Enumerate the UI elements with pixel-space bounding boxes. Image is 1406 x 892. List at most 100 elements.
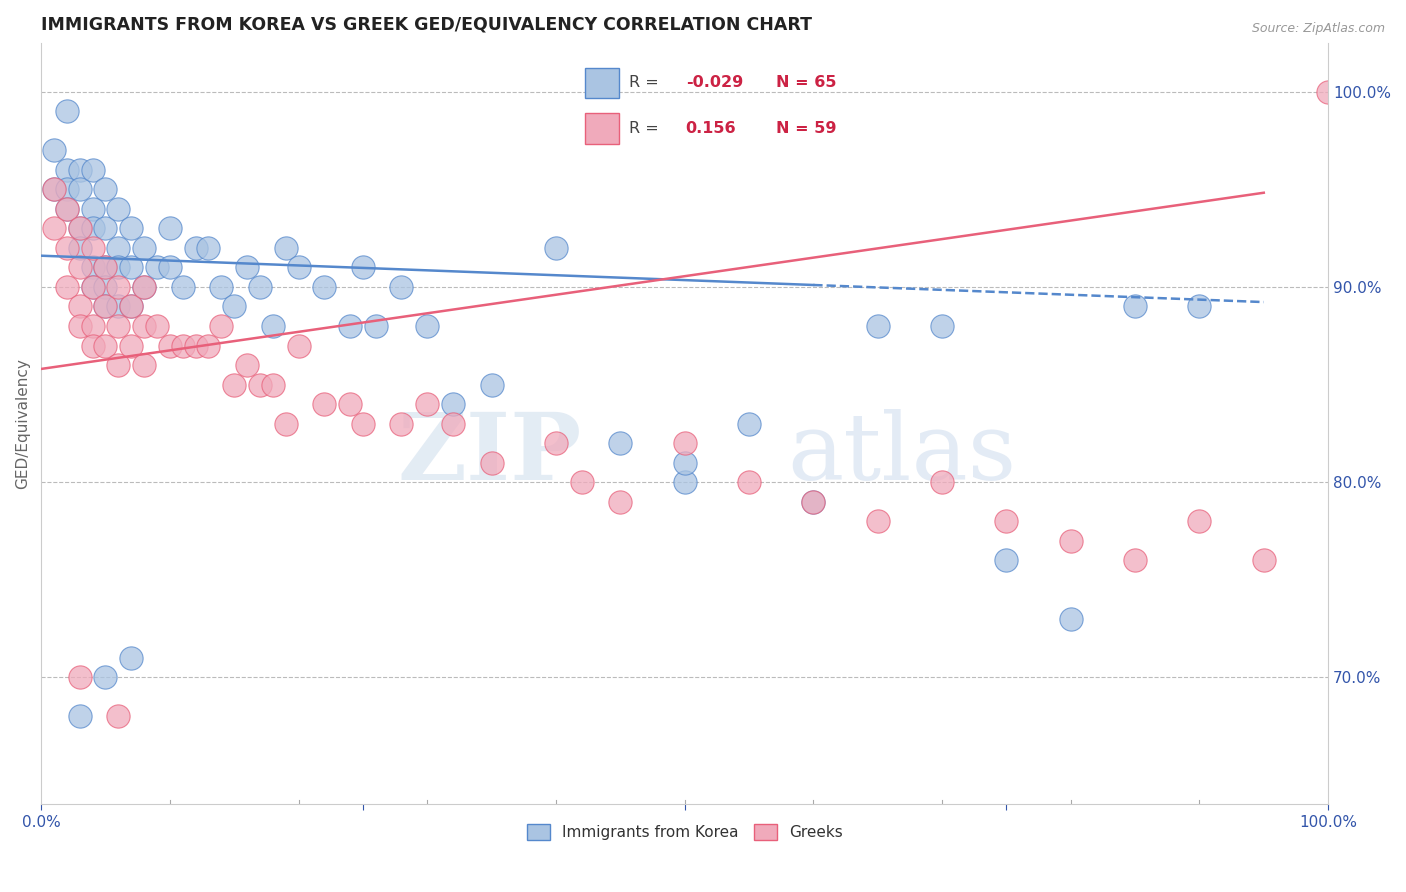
Point [82, 338, 104, 352]
Point [120, 260, 142, 275]
Point [287, 338, 309, 352]
Point [107, 709, 129, 723]
Text: ZIP: ZIP [398, 409, 582, 499]
Point [995, 514, 1018, 528]
Point [236, 260, 259, 275]
Point [107, 280, 129, 294]
Point [82, 260, 104, 275]
Point [69, 318, 91, 333]
Point [56, 241, 79, 255]
Point [172, 338, 194, 352]
Point [931, 475, 953, 490]
Point [120, 221, 142, 235]
Point [120, 300, 142, 314]
Point [42, 182, 65, 196]
Point [107, 358, 129, 372]
Point [69, 162, 91, 177]
Point [94, 300, 117, 314]
Point [866, 514, 889, 528]
Point [94, 260, 117, 275]
Point [56, 104, 79, 119]
Point [184, 241, 207, 255]
Point [391, 280, 413, 294]
Point [132, 318, 155, 333]
Point [481, 377, 503, 392]
Point [56, 280, 79, 294]
Point [56, 202, 79, 216]
Point [931, 318, 953, 333]
Point [120, 338, 142, 352]
Point [673, 475, 696, 490]
Point [94, 260, 117, 275]
Point [339, 397, 361, 411]
Point [209, 280, 232, 294]
Point [94, 221, 117, 235]
Point [159, 338, 181, 352]
Point [82, 241, 104, 255]
Point [262, 318, 284, 333]
Text: Source: ZipAtlas.com: Source: ZipAtlas.com [1251, 22, 1385, 36]
Point [416, 318, 439, 333]
Point [609, 494, 631, 508]
Point [1317, 85, 1340, 99]
Point [738, 475, 761, 490]
Point [287, 260, 309, 275]
Point [132, 358, 155, 372]
Point [82, 318, 104, 333]
Point [146, 260, 169, 275]
Point [352, 417, 374, 431]
Point [1188, 300, 1211, 314]
Point [159, 260, 181, 275]
Point [42, 221, 65, 235]
Point [314, 280, 336, 294]
Point [314, 397, 336, 411]
Point [94, 338, 117, 352]
Text: IMMIGRANTS FROM KOREA VS GREEK GED/EQUIVALENCY CORRELATION CHART: IMMIGRANTS FROM KOREA VS GREEK GED/EQUIV… [41, 15, 813, 33]
Point [197, 241, 219, 255]
Point [544, 241, 567, 255]
Point [1060, 533, 1083, 548]
Point [82, 162, 104, 177]
Point [571, 475, 593, 490]
Point [352, 260, 374, 275]
Point [224, 377, 246, 392]
Point [94, 182, 117, 196]
Text: atlas: atlas [787, 409, 1017, 499]
Point [107, 260, 129, 275]
Point [262, 377, 284, 392]
Point [172, 280, 194, 294]
Point [132, 280, 155, 294]
Point [801, 494, 824, 508]
Legend: Immigrants from Korea, Greeks: Immigrants from Korea, Greeks [520, 818, 849, 847]
Point [801, 494, 824, 508]
Point [995, 553, 1018, 567]
Point [209, 318, 232, 333]
Point [94, 300, 117, 314]
Y-axis label: GED/Equivalency: GED/Equivalency [15, 359, 30, 489]
Point [132, 280, 155, 294]
Point [1060, 612, 1083, 626]
Point [416, 397, 439, 411]
Point [1253, 553, 1275, 567]
Point [249, 280, 271, 294]
Point [120, 300, 142, 314]
Point [42, 182, 65, 196]
Point [56, 202, 79, 216]
Point [82, 280, 104, 294]
Point [69, 260, 91, 275]
Point [69, 241, 91, 255]
Point [94, 670, 117, 684]
Point [738, 417, 761, 431]
Point [1123, 553, 1146, 567]
Point [441, 397, 464, 411]
Point [107, 202, 129, 216]
Point [146, 318, 169, 333]
Point [609, 436, 631, 450]
Point [69, 221, 91, 235]
Point [94, 280, 117, 294]
Point [224, 300, 246, 314]
Point [69, 670, 91, 684]
Point [159, 221, 181, 235]
Point [107, 241, 129, 255]
Point [364, 318, 387, 333]
